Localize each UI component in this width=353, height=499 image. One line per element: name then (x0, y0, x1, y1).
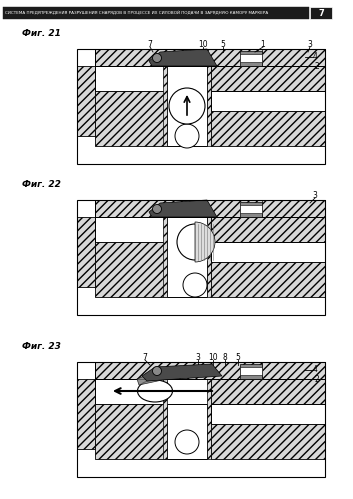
Bar (240, 202, 262, 217)
Bar (167, 66, 207, 146)
Bar (163, 379, 167, 459)
Bar (211, 91, 325, 111)
Text: 7: 7 (143, 352, 148, 361)
Circle shape (169, 88, 205, 124)
Text: 5: 5 (221, 39, 226, 48)
Bar (207, 217, 211, 297)
Polygon shape (137, 367, 207, 385)
Text: Фиг. 21: Фиг. 21 (22, 29, 61, 38)
Bar (95, 91, 167, 146)
Circle shape (152, 366, 162, 376)
Bar (95, 404, 167, 459)
Wedge shape (195, 222, 215, 262)
Bar (95, 66, 167, 91)
Text: 2: 2 (315, 375, 319, 384)
Bar (240, 54, 262, 62)
Bar (310, 7, 332, 19)
Bar (240, 51, 262, 66)
Bar (262, 49, 325, 66)
Bar (207, 379, 211, 459)
Text: Фиг. 22: Фиг. 22 (22, 180, 61, 189)
Bar (95, 362, 325, 379)
Bar (211, 242, 325, 262)
Text: 3: 3 (312, 191, 317, 200)
Bar (95, 362, 325, 379)
Circle shape (175, 430, 199, 454)
Text: 1: 1 (261, 39, 265, 48)
Text: 7: 7 (148, 39, 152, 48)
Bar (77, 379, 95, 449)
Bar (240, 367, 262, 375)
Text: 4: 4 (312, 364, 317, 373)
Bar (211, 66, 325, 91)
Bar (163, 217, 167, 297)
Text: 10: 10 (198, 39, 208, 48)
Ellipse shape (177, 224, 213, 260)
Text: 3: 3 (307, 39, 312, 48)
Bar (211, 424, 325, 459)
Polygon shape (149, 200, 217, 217)
Bar (77, 362, 325, 477)
Text: 2: 2 (315, 61, 319, 70)
Bar (3, 7, 309, 19)
Bar (95, 49, 325, 66)
Bar (95, 379, 281, 404)
Bar (95, 200, 325, 217)
Bar (77, 217, 95, 287)
Circle shape (152, 205, 162, 214)
Bar (240, 364, 262, 379)
Text: 8: 8 (223, 352, 227, 361)
Bar (77, 200, 325, 315)
Text: 3: 3 (196, 352, 201, 361)
Bar (262, 200, 325, 217)
Text: 7: 7 (318, 8, 324, 17)
Bar (211, 262, 325, 297)
Bar (95, 49, 325, 66)
Text: 5: 5 (235, 352, 240, 361)
Text: 4: 4 (312, 51, 317, 60)
Polygon shape (149, 49, 217, 66)
Bar (262, 362, 325, 379)
Bar (95, 242, 167, 297)
Bar (207, 66, 211, 146)
Bar (95, 217, 167, 242)
Bar (211, 379, 325, 404)
Bar (211, 111, 325, 146)
Bar (211, 404, 325, 424)
Circle shape (183, 273, 207, 297)
Bar (163, 66, 167, 146)
Bar (167, 404, 207, 459)
Bar (240, 205, 262, 213)
Text: Фиг. 23: Фиг. 23 (22, 342, 61, 351)
Bar (167, 217, 207, 297)
Polygon shape (142, 364, 222, 381)
Text: СИСТЕМА ПРЕДУПРЕЖДЕНИЯ РАЗРУШЕНИЯ СНАРЯДОВ В ПРОЦЕССЕ ИХ СИЛОВОЙ ПОДАЧИ В ЗАРЯДН: СИСТЕМА ПРЕДУПРЕЖДЕНИЯ РАЗРУШЕНИЯ СНАРЯД… (5, 11, 268, 15)
Text: 10: 10 (208, 352, 218, 361)
Circle shape (175, 124, 199, 148)
Bar (77, 66, 95, 136)
Bar (211, 217, 325, 242)
Ellipse shape (138, 380, 173, 402)
Bar (95, 200, 325, 217)
Circle shape (152, 53, 162, 62)
Bar (77, 49, 325, 164)
